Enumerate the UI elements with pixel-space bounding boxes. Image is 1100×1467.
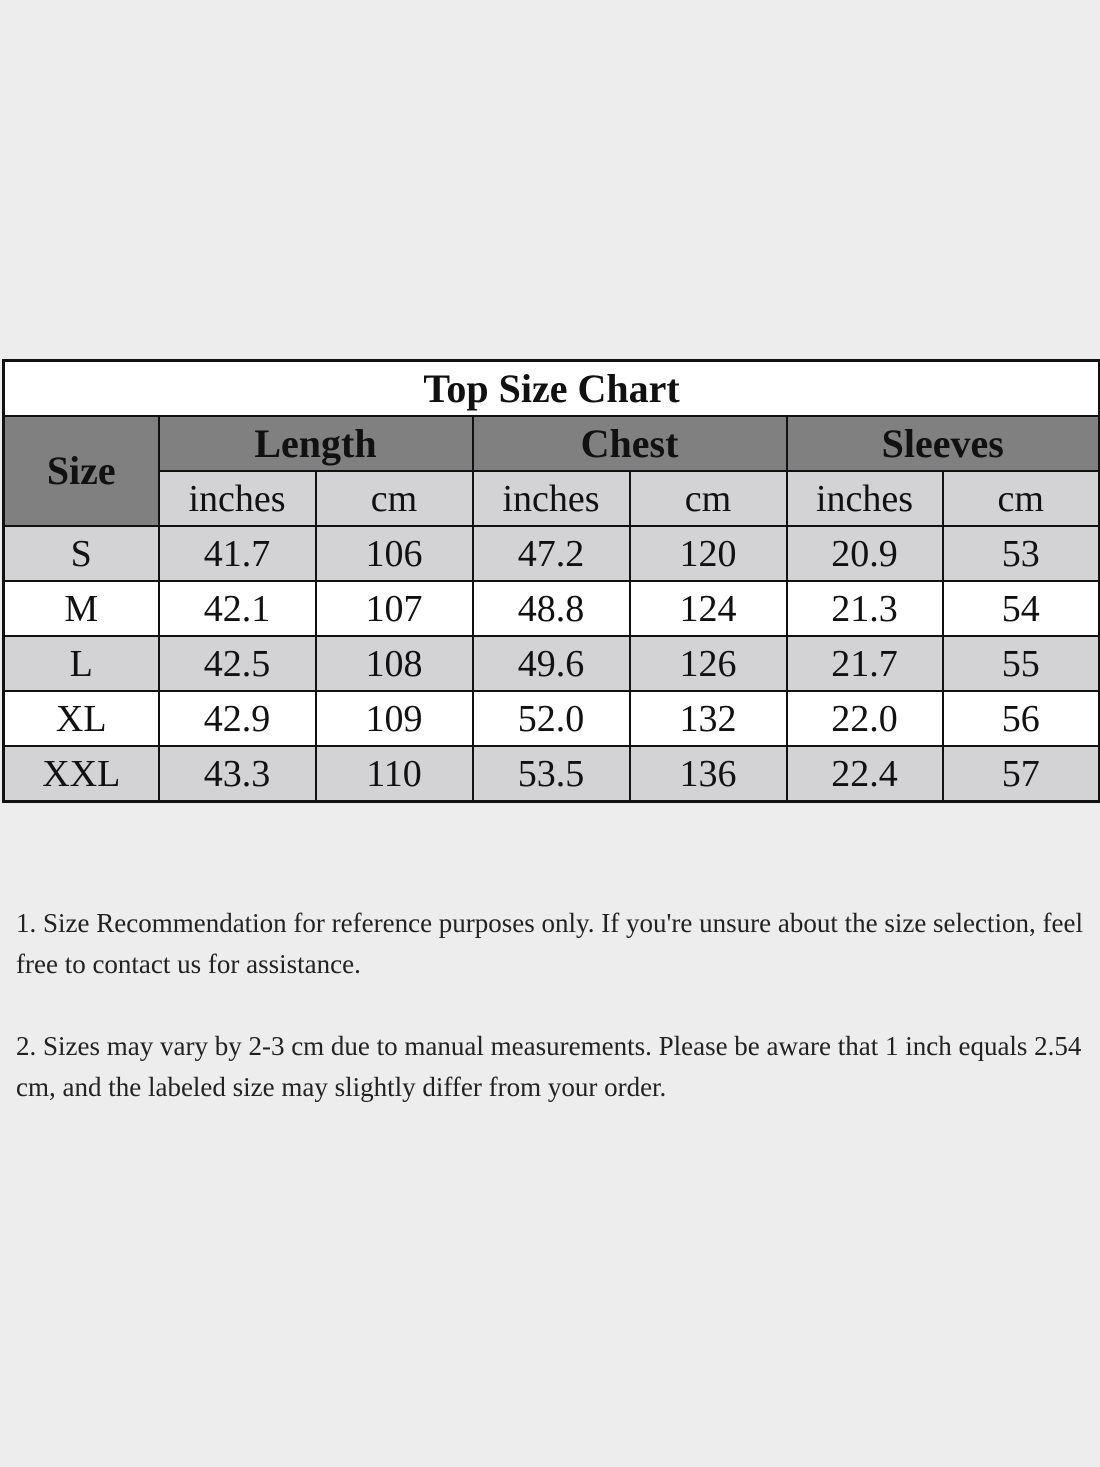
value-cell: 136	[628, 745, 788, 803]
value-cell: 43.3	[157, 745, 317, 803]
value-cell: 53	[941, 525, 1100, 582]
unit-header: cm	[628, 470, 788, 527]
value-cell: 21.7	[785, 635, 944, 692]
size-chart-table: Top Size Chart Size Length Chest Sleeves…	[2, 359, 1100, 803]
table-row: S 41.7 106 47.2 120 20.9 53	[2, 525, 1100, 582]
value-cell: 124	[628, 580, 788, 637]
value-cell: 48.8	[471, 580, 631, 637]
unit-header: inches	[157, 470, 317, 527]
chest-header: Chest	[471, 415, 788, 472]
value-cell: 53.5	[471, 745, 631, 803]
table-row: XL 42.9 109 52.0 132 22.0 56	[2, 690, 1100, 747]
value-cell: 120	[628, 525, 788, 582]
table-row: M 42.1 107 48.8 124 21.3 54	[2, 580, 1100, 637]
value-cell: 55	[941, 635, 1100, 692]
value-cell: 20.9	[785, 525, 944, 582]
size-cell: L	[2, 635, 160, 692]
notes: 1. Size Recommendation for reference pur…	[16, 903, 1091, 1149]
note-1: 1. Size Recommendation for reference pur…	[16, 908, 1083, 979]
size-cell: M	[2, 580, 160, 637]
title-row: Top Size Chart	[2, 359, 1100, 417]
unit-header-row: inches cm inches cm inches cm	[4, 470, 1100, 527]
value-cell: 22.4	[785, 745, 944, 803]
chart-title: Top Size Chart	[2, 359, 1100, 417]
value-cell: 109	[314, 690, 474, 747]
value-cell: 52.0	[471, 690, 631, 747]
size-header: Size	[2, 415, 160, 527]
value-cell: 47.2	[471, 525, 631, 582]
value-cell: 42.1	[157, 580, 317, 637]
value-cell: 132	[628, 690, 788, 747]
value-cell: 57	[941, 745, 1100, 803]
unit-header: inches	[785, 470, 944, 527]
value-cell: 126	[628, 635, 788, 692]
note-2: 2. Sizes may vary by 2-3 cm due to manua…	[16, 1031, 1082, 1102]
table-row: XXL 43.3 110 53.5 136 22.4 57	[2, 745, 1100, 803]
table-row: L 42.5 108 49.6 126 21.7 55	[2, 635, 1100, 692]
length-header: Length	[157, 415, 474, 472]
value-cell: 41.7	[157, 525, 317, 582]
unit-header: cm	[314, 470, 474, 527]
value-cell: 107	[314, 580, 474, 637]
value-cell: 54	[941, 580, 1100, 637]
value-cell: 108	[314, 635, 474, 692]
value-cell: 21.3	[785, 580, 944, 637]
value-cell: 106	[314, 525, 474, 582]
size-cell: XXL	[2, 745, 160, 803]
size-cell: XL	[2, 690, 160, 747]
sleeves-header: Sleeves	[785, 415, 1100, 472]
value-cell: 22.0	[785, 690, 944, 747]
unit-header: inches	[471, 470, 631, 527]
value-cell: 42.5	[157, 635, 317, 692]
value-cell: 56	[941, 690, 1100, 747]
value-cell: 42.9	[157, 690, 317, 747]
value-cell: 49.6	[471, 635, 631, 692]
size-cell: S	[2, 525, 160, 582]
value-cell: 110	[314, 745, 474, 803]
group-header-row: Size Length Chest Sleeves	[2, 415, 1100, 527]
unit-header: cm	[941, 470, 1100, 527]
